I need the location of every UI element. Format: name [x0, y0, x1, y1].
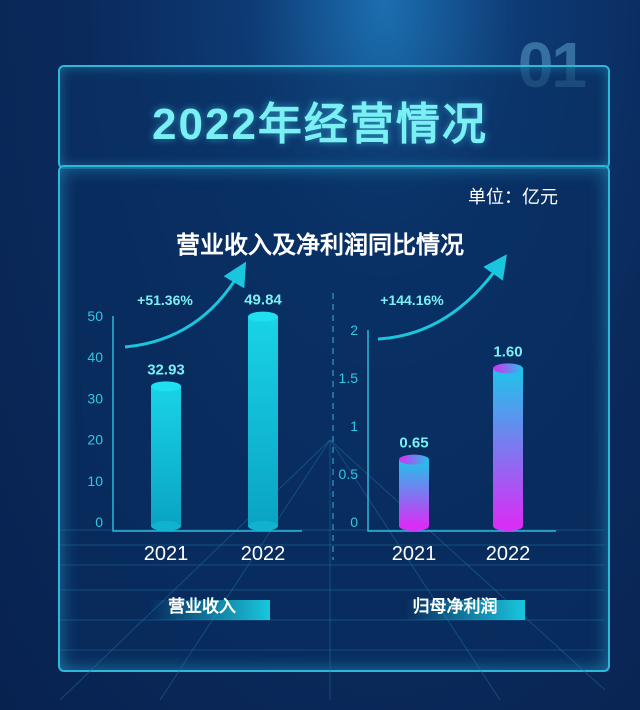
y-tick-label: 30	[87, 390, 103, 406]
y-tick-label: 2	[350, 322, 358, 338]
x-tick-label: 2022	[241, 543, 286, 565]
bar-chart-0: 0 10 20 30 40 50 32.93 2021 49.84 2022 +51.36%	[87, 261, 302, 565]
chart-subtitle: 营业收入及净利润同比情况	[176, 232, 464, 259]
bar-bottom-cap	[399, 521, 429, 531]
grid-line	[329, 439, 606, 691]
label-underline	[405, 600, 525, 620]
bar-top-cap	[248, 311, 278, 322]
axis-line	[112, 316, 302, 532]
bar-bottom-cap	[151, 521, 181, 531]
bar-2021	[399, 459, 429, 526]
growth-rate: +51.36%	[137, 292, 193, 308]
y-tick-label: 10	[87, 473, 103, 489]
y-tick-label: 50	[87, 308, 103, 324]
x-tick-label: 2022	[486, 543, 531, 565]
unit-label: 单位：亿元	[468, 187, 558, 207]
grid-line	[329, 439, 501, 701]
chart-label-net-profit: 归母净利润	[412, 597, 498, 616]
y-tick-label: 1.5	[339, 370, 359, 386]
bar-top-cap	[493, 363, 523, 374]
grid-line	[59, 439, 331, 701]
bar-top-cap	[151, 381, 181, 392]
y-tick-label: 0	[95, 514, 103, 530]
y-tick-label: 20	[87, 432, 103, 448]
data-label: 49.84	[244, 292, 282, 309]
growth-arrow-icon	[124, 261, 247, 349]
y-tick-label: 0	[350, 514, 358, 530]
data-label: 32.93	[147, 361, 185, 378]
growth-arrow-icon	[377, 254, 507, 341]
chart-label-revenue: 营业收入	[168, 597, 236, 616]
axis-line	[367, 330, 556, 532]
data-label: 1.60	[493, 343, 522, 360]
bar-2022	[493, 368, 523, 526]
page-title: 2022年经营情况	[152, 100, 488, 149]
bar-bottom-cap	[493, 521, 523, 531]
growth-rate: +144.16%	[380, 292, 444, 308]
x-tick-label: 2021	[144, 543, 189, 565]
label-underline	[150, 600, 270, 620]
bar-top-cap	[399, 454, 429, 465]
grid-line	[159, 439, 331, 701]
perspective-grid	[59, 439, 606, 701]
bar-chart-1: 0 0.5 1 1.5 2 0.65 2021 1.60 2022 +144.16%	[339, 254, 556, 565]
data-label: 0.65	[399, 435, 428, 452]
bar-2022	[248, 316, 278, 526]
y-tick-label: 1	[350, 418, 358, 434]
x-tick-label: 2021	[392, 543, 437, 565]
bar-bottom-cap	[248, 521, 278, 531]
bar-2021	[151, 386, 181, 526]
y-tick-label: 40	[87, 349, 103, 365]
y-tick-label: 0.5	[339, 466, 359, 482]
